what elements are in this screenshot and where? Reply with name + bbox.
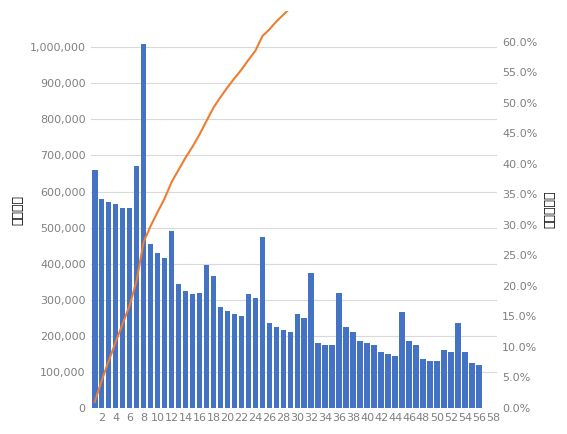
Bar	[113, 204, 119, 408]
Bar	[476, 365, 482, 408]
Bar	[266, 323, 272, 408]
Bar	[260, 237, 265, 408]
Bar	[252, 298, 258, 408]
Bar	[441, 350, 447, 408]
Bar	[357, 341, 363, 408]
Bar	[134, 166, 139, 408]
Bar	[162, 258, 167, 408]
Bar	[294, 314, 300, 408]
Bar	[407, 341, 412, 408]
Bar	[92, 170, 98, 408]
Bar	[302, 318, 307, 408]
Bar	[218, 307, 223, 408]
Bar	[413, 345, 419, 408]
Bar	[420, 359, 426, 408]
Bar	[462, 352, 468, 408]
Bar	[365, 343, 370, 408]
Y-axis label: 注文回数: 注文回数	[11, 194, 24, 224]
Bar	[148, 244, 154, 408]
Bar	[232, 314, 237, 408]
Y-axis label: 累積シェア: 累積シェア	[543, 191, 556, 228]
Bar	[239, 316, 244, 408]
Bar	[308, 273, 314, 408]
Bar	[469, 363, 475, 408]
Bar	[197, 293, 202, 408]
Bar	[273, 327, 279, 408]
Bar	[211, 276, 216, 408]
Bar	[392, 356, 398, 408]
Bar	[287, 332, 293, 408]
Bar	[386, 354, 391, 408]
Bar	[190, 294, 195, 408]
Bar	[371, 345, 377, 408]
Bar	[378, 352, 384, 408]
Bar	[225, 311, 230, 408]
Bar	[106, 202, 112, 408]
Bar	[448, 352, 454, 408]
Bar	[141, 43, 146, 408]
Bar	[169, 231, 175, 408]
Bar	[344, 327, 349, 408]
Bar	[434, 361, 440, 408]
Bar	[99, 199, 104, 408]
Bar	[428, 361, 433, 408]
Bar	[399, 312, 405, 408]
Bar	[246, 294, 251, 408]
Bar	[204, 266, 209, 408]
Bar	[329, 345, 335, 408]
Bar	[155, 253, 160, 408]
Bar	[350, 332, 356, 408]
Bar	[455, 323, 461, 408]
Bar	[120, 208, 125, 408]
Bar	[315, 343, 321, 408]
Bar	[183, 291, 188, 408]
Bar	[127, 208, 133, 408]
Bar	[323, 345, 328, 408]
Bar	[336, 293, 342, 408]
Bar	[176, 283, 181, 408]
Bar	[281, 330, 286, 408]
